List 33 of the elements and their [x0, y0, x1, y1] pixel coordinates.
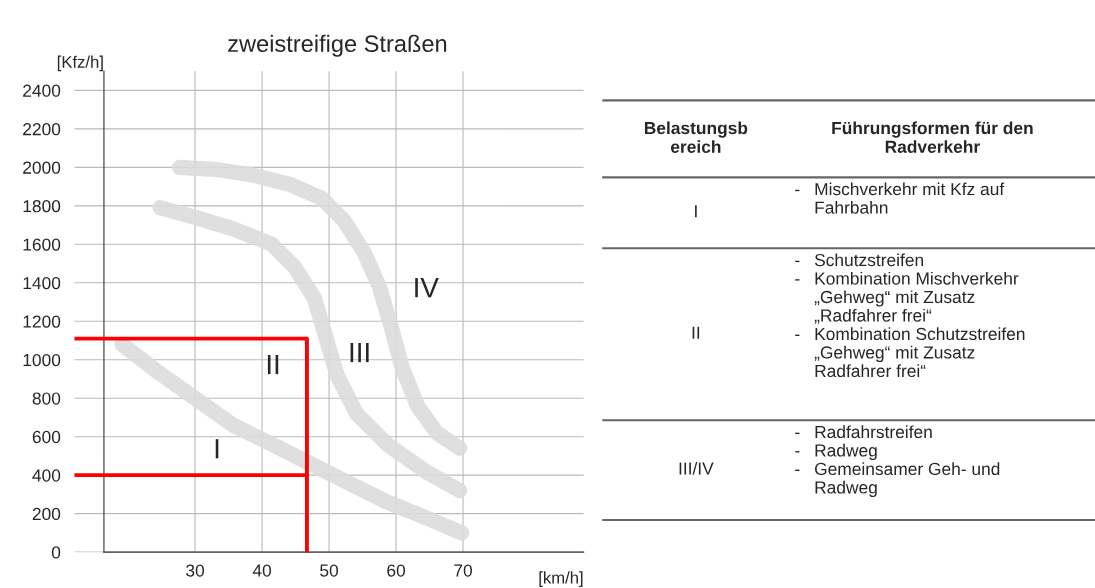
x-tick-label: 30 — [186, 564, 205, 577]
y-tick-label: 200 — [32, 507, 61, 521]
y-tick-label: 1800 — [23, 199, 61, 213]
y-tick-label: 1000 — [23, 353, 61, 367]
text: III/IV — [679, 461, 714, 475]
y-tick-label: 2400 — [23, 84, 61, 97]
annotation: I — [215, 439, 219, 459]
text: II — [692, 326, 700, 339]
x-axis-title: [km/h] — [539, 571, 583, 587]
annotation: II — [267, 355, 279, 375]
text: I — [695, 205, 697, 218]
text: Belastungsb ereich — [644, 121, 748, 153]
x-tick-label: 40 — [252, 564, 272, 577]
text: - Mischverkehr mit Kfz auf Fahrbahn — [795, 182, 1005, 214]
annotation: IV — [415, 278, 439, 298]
y-tick-label: 2200 — [23, 123, 61, 136]
y-axis-title: [Kfz/h] — [57, 55, 103, 72]
x-tick-label: 50 — [320, 564, 339, 577]
y-tick-label: 400 — [32, 469, 61, 482]
chart-title: zweistreifige Straßen — [228, 34, 447, 57]
x-tick-label: 70 — [454, 564, 473, 577]
text: - Radfahrstreifen - Radweg - Gemeinsamer Geh- und Radweg — [795, 425, 1000, 497]
y-tick-label: 2000 — [23, 161, 61, 174]
y-tick-label: 1600 — [23, 238, 61, 251]
y-tick-label: 600 — [32, 430, 61, 444]
y-tick-label: 800 — [32, 392, 61, 405]
text: - Schutzstreifen - Kombination Mischverkehr „Gehweg“ mit Zusatz „Radfahrer frei“ - Kombination Schutzstreifen „Gehweg“ mit Zusatz Radfahrer frei“ — [795, 253, 1025, 378]
text: Führungsformen für den Radverkehr — [832, 121, 1033, 153]
annotation: III — [350, 343, 369, 363]
y-tick-label: 1200 — [23, 315, 61, 328]
x-tick-label: 60 — [387, 564, 406, 577]
y-tick-label: 0 — [51, 546, 61, 559]
y-tick-label: 1400 — [23, 276, 61, 290]
